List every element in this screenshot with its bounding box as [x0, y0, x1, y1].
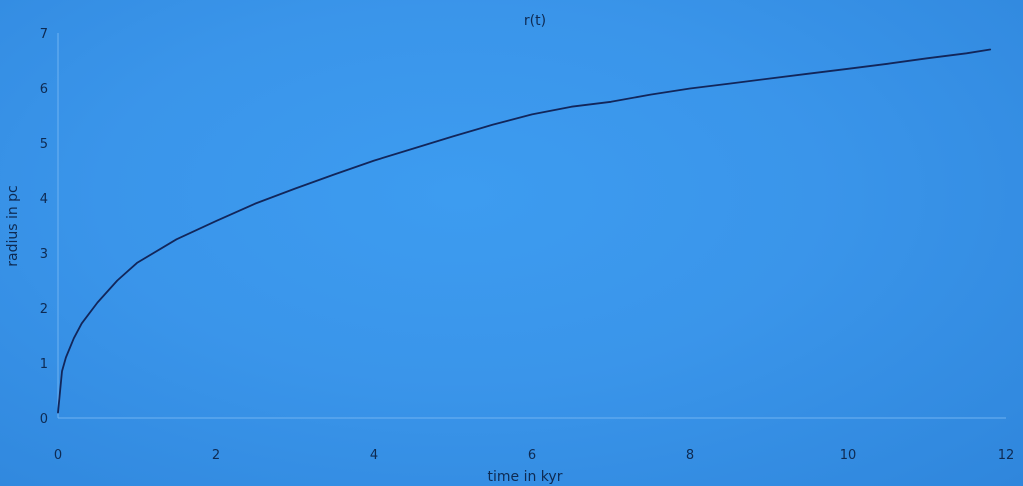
x-tick-labels: 0 2 4 6 8 10 12	[54, 448, 1014, 463]
x-axis-title: time in kyr	[488, 469, 563, 485]
y-tick-label: 2	[40, 302, 48, 317]
y-tick-label: 1	[40, 357, 48, 372]
y-tick-label: 6	[40, 82, 48, 97]
chart-title: r(t)	[524, 13, 546, 29]
y-tick-label: 5	[40, 137, 48, 152]
series-group	[57, 48, 992, 414]
x-tick-label: 4	[370, 448, 378, 463]
y-tick-label: 3	[40, 247, 48, 262]
axes	[57, 33, 1006, 419]
x-tick-label: 0	[54, 448, 62, 463]
x-tick-label: 2	[212, 448, 220, 463]
x-tick-label: 12	[998, 448, 1015, 463]
y-tick-labels: 0 1 2 3 4 5 6 7	[40, 27, 48, 427]
x-tick-label: 8	[686, 448, 694, 463]
x-tick-label: 6	[528, 448, 536, 463]
y-tick-label: 0	[40, 412, 48, 427]
y-tick-label: 7	[40, 27, 48, 42]
series-line	[57, 48, 992, 414]
y-axis-title: radius in pc	[5, 185, 21, 267]
y-tick-label: 4	[40, 192, 48, 207]
x-tick-label: 10	[840, 448, 857, 463]
